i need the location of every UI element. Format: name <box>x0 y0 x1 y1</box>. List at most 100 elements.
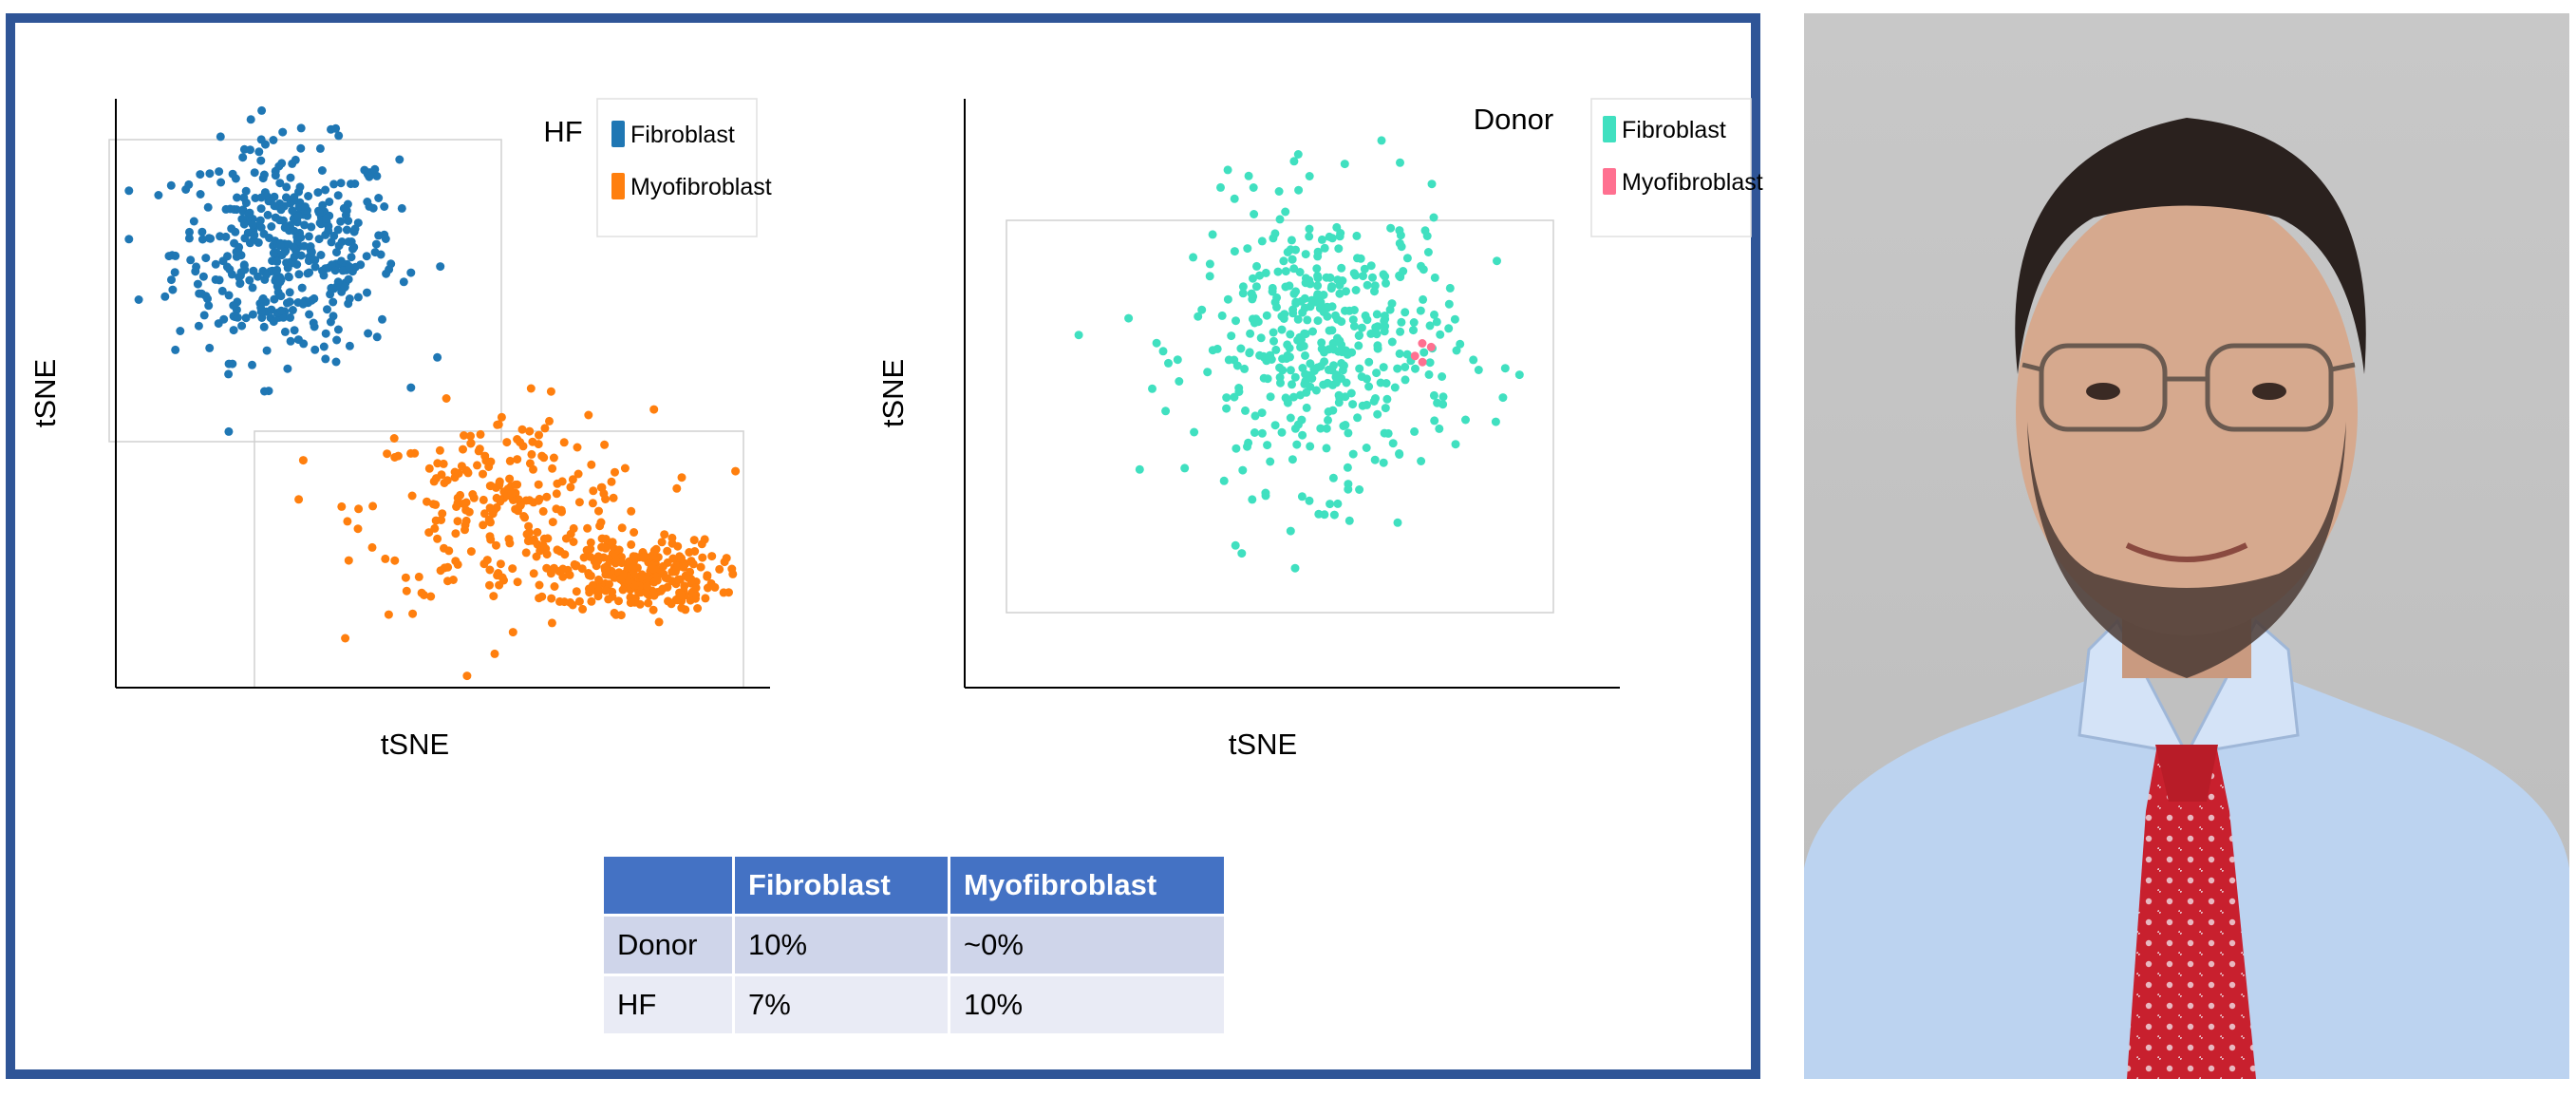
hf-fibroblast-point <box>229 301 238 311</box>
hf-myofibroblast-point <box>550 582 559 591</box>
donor-fibroblast-point <box>1232 316 1240 326</box>
hf-myofibroblast-point <box>408 609 418 618</box>
donor-fibroblast-point <box>1469 355 1478 365</box>
donor-fibroblast-point <box>1301 330 1310 339</box>
hf-myofibroblast-point <box>504 535 514 544</box>
donor-fibroblast-point <box>1355 331 1364 340</box>
hf-myofibroblast-point <box>566 482 575 492</box>
hf-myofibroblast-point <box>384 610 393 619</box>
hf-fibroblast-point <box>331 357 341 367</box>
hf-fibroblast-point <box>285 288 294 297</box>
donor-fibroblast-point <box>1222 393 1232 403</box>
hf-fibroblast-point <box>290 326 299 335</box>
donor-fibroblast-point <box>1311 386 1321 395</box>
hf-fibroblast-point <box>347 253 356 262</box>
donor-fibroblast-point <box>1175 377 1184 386</box>
donor-fibroblast-point <box>1325 232 1334 241</box>
hf-myofibroblast-point <box>461 516 471 525</box>
hf-fibroblast-point <box>333 225 343 235</box>
hf-fibroblast-point <box>300 220 310 230</box>
hf-myofibroblast-point <box>460 431 468 440</box>
donor-fibroblast-point <box>1292 440 1302 449</box>
hf-myofibroblast-point <box>519 512 529 520</box>
hf-fibroblast-point <box>215 275 224 285</box>
hf-myofibroblast-point <box>456 490 465 500</box>
hf-fibroblast-point <box>251 194 260 202</box>
hf-myofibroblast-point <box>529 464 537 474</box>
hf-myofibroblast-point <box>450 473 460 482</box>
hf-myofibroblast-point <box>654 617 664 627</box>
hf-myofibroblast-point <box>593 552 603 561</box>
hf-myofibroblast-point <box>532 552 541 561</box>
donor-fibroblast-point <box>1322 424 1331 433</box>
hf-myofibroblast-point <box>685 548 694 557</box>
hf-fibroblast-point <box>336 217 346 226</box>
hf-myofibroblast-point <box>485 580 494 590</box>
donor-fibroblast-point <box>1205 259 1214 269</box>
hf-myofibroblast-point <box>402 586 411 596</box>
donor-fibroblast-point <box>1313 316 1323 326</box>
donor-fibroblast-point <box>1326 500 1335 509</box>
donor-fibroblast-point <box>1275 215 1285 224</box>
donor-fibroblast-point <box>1272 293 1282 302</box>
hf-myofibroblast-point <box>630 562 639 572</box>
donor-fibroblast-point <box>1248 495 1257 504</box>
donor-fibroblast-point <box>1401 308 1410 317</box>
donor-fibroblast-point <box>1276 378 1285 388</box>
donor-fibroblast-point <box>1344 516 1354 525</box>
donor-fibroblast-point <box>1281 267 1290 276</box>
hf-fibroblast-point <box>372 171 382 180</box>
hf-myofibroblast-point <box>524 521 534 531</box>
hf-myofibroblast-point <box>542 550 552 559</box>
hf-fibroblast-point <box>318 266 327 275</box>
hf-fibroblast-point <box>250 231 259 240</box>
hf-fibroblast-point <box>321 354 330 364</box>
hf-myofibroblast-point <box>438 509 447 519</box>
hf-fibroblast-point <box>205 343 215 352</box>
hf-fibroblast-point <box>167 275 176 285</box>
hf-fibroblast-point <box>284 239 293 249</box>
hf-x-axis-title: tSNE <box>381 728 449 761</box>
donor-fibroblast-point <box>1320 510 1329 520</box>
hf-fibroblast-point <box>248 220 257 230</box>
donor-fibroblast-point <box>1340 160 1349 169</box>
hf-myofibroblast-point <box>437 516 446 524</box>
hf-fibroblast-point <box>284 272 293 281</box>
hf-myofibroblast-point <box>674 575 683 584</box>
donor-fibroblast-point <box>1243 244 1252 254</box>
hf-fibroblast-point <box>239 193 249 202</box>
hf-fibroblast-point <box>374 231 384 240</box>
hf-myofibroblast-point <box>381 554 390 563</box>
donor-tsne-plot: tSNE tSNE Donor Fibroblast Myofibroblast <box>876 98 1763 761</box>
hf-myofibroblast-point <box>586 552 594 561</box>
hf-myofibroblast-point <box>485 503 495 513</box>
hf-myofibroblast-point <box>439 459 448 468</box>
hf-myofibroblast-point <box>442 394 451 403</box>
hf-myofibroblast-point <box>548 518 557 527</box>
hf-myofibroblast-point <box>604 570 613 579</box>
donor-fibroblast-point <box>1373 322 1382 331</box>
donor-fibroblast-point <box>1317 338 1326 348</box>
hf-fibroblast-point <box>283 258 292 268</box>
hf-myofibroblast-point <box>473 461 481 470</box>
donor-fibroblast-point <box>1386 223 1396 233</box>
hf-fibroblast-point <box>433 352 442 362</box>
hf-fibroblast-point <box>237 321 247 331</box>
left-eye <box>2086 383 2120 400</box>
donor-fibroblast-point <box>1161 407 1171 416</box>
hf-fibroblast-point <box>395 155 404 164</box>
hf-fibroblast-point <box>314 235 324 244</box>
table-cell: 10% <box>732 914 950 976</box>
hf-myofibroblast-point <box>435 445 444 455</box>
hf-myofibroblast-point <box>585 588 594 597</box>
donor-fibroblast-point <box>1452 346 1461 355</box>
hf-fibroblast-point <box>276 292 286 301</box>
hf-myofibroblast-point <box>707 552 717 561</box>
hf-fibroblast-point <box>224 369 234 379</box>
hf-fibroblast-point <box>321 185 330 195</box>
donor-inset <box>1006 219 1554 614</box>
donor-fibroblast-point <box>1216 182 1225 192</box>
hf-fibroblast-point <box>255 216 265 225</box>
hf-myofibroblast-point <box>677 473 686 482</box>
hf-fibroblast-point <box>397 203 406 213</box>
